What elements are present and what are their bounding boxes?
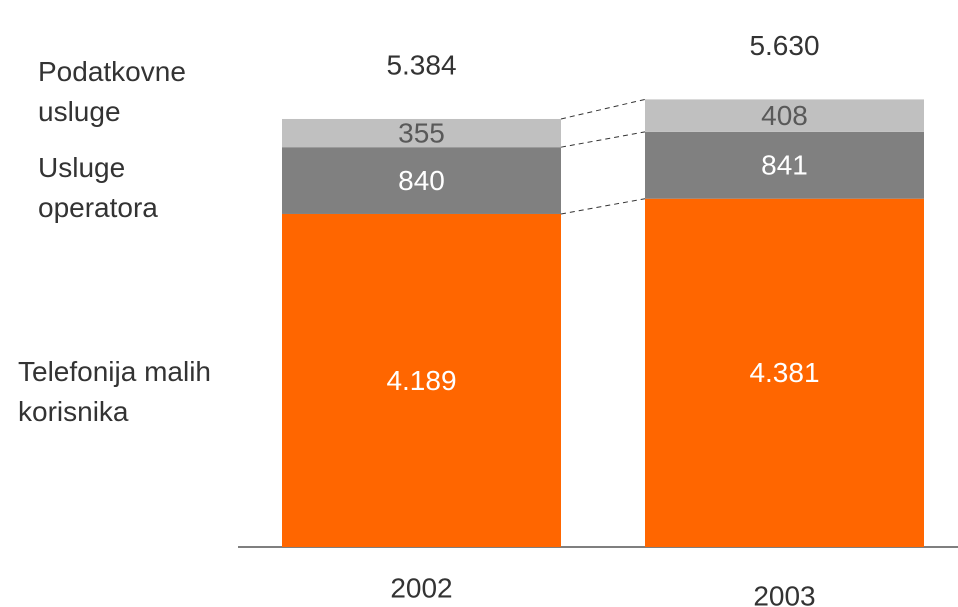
data-label: 4.381 (749, 357, 819, 388)
legend-label: Telefonija malih korisnika (18, 356, 211, 427)
bar-segment (645, 198, 924, 547)
bar-segment (282, 213, 561, 548)
data-label: 841 (761, 150, 808, 181)
x-tick-label: 2002 (390, 572, 452, 603)
bar-segment (645, 99, 924, 132)
legend-label: Podatkovne usluge (38, 56, 186, 127)
data-label: 408 (761, 100, 808, 131)
bar-segment (282, 147, 561, 214)
connector (560, 198, 646, 215)
total-label: 5.384 (386, 49, 456, 80)
x-tick-label: 2003 (753, 580, 815, 607)
data-label: 4.189 (386, 365, 456, 396)
bar-segment (645, 131, 924, 199)
connector (560, 98, 646, 120)
bar-segment (282, 118, 561, 148)
total-label: 5.630 (749, 30, 819, 61)
data-label: 840 (398, 165, 445, 196)
legend-label: Usluge operatora (38, 152, 158, 223)
connector (560, 131, 646, 148)
data-label: 355 (398, 117, 445, 148)
